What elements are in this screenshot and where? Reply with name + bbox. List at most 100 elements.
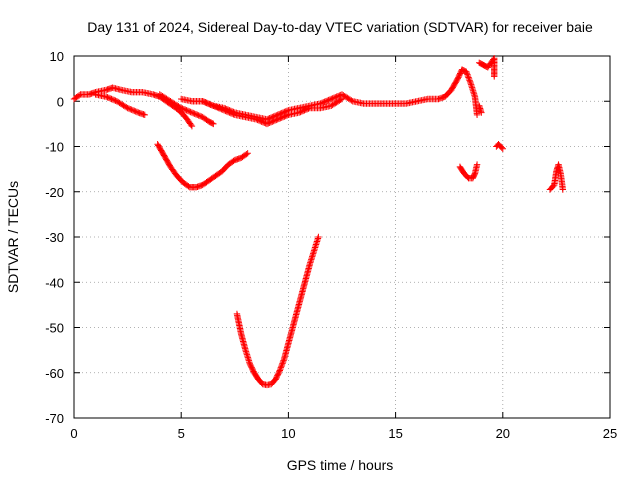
data-point xyxy=(283,112,291,119)
data-point xyxy=(491,73,498,80)
data-point xyxy=(75,92,83,99)
data-point xyxy=(218,105,225,113)
data-point xyxy=(207,101,214,108)
axis-ticks: 0 5 10 15 20 25 10 0 -10 -20 -30 -40 -50 -60 -70 xyxy=(45,49,617,441)
data-point xyxy=(187,108,194,116)
series-track-h xyxy=(441,66,481,119)
data-point xyxy=(187,121,195,129)
data-point xyxy=(243,150,250,158)
y-tick-label: -10 xyxy=(45,140,64,155)
data-point xyxy=(125,105,133,112)
data-point xyxy=(194,111,201,119)
data-point xyxy=(220,107,228,114)
data-point xyxy=(549,182,557,190)
data-point xyxy=(270,117,277,125)
series-track-b xyxy=(92,91,148,119)
data-point xyxy=(258,118,265,125)
data-point xyxy=(466,78,474,85)
data-point xyxy=(274,116,281,123)
data-point xyxy=(176,103,184,111)
data-point xyxy=(281,113,288,120)
data-point xyxy=(215,104,222,112)
y-tick-label: -60 xyxy=(45,366,64,381)
data-point xyxy=(123,103,130,111)
data-point xyxy=(278,114,285,121)
data-point xyxy=(254,116,261,124)
data-point xyxy=(129,107,137,114)
data-point xyxy=(199,98,206,105)
data-point xyxy=(277,115,284,122)
data-point xyxy=(182,106,189,113)
data-point xyxy=(253,116,260,123)
data-point xyxy=(188,122,196,130)
data-point xyxy=(208,102,216,109)
data-point xyxy=(295,109,303,116)
data-point xyxy=(131,107,138,115)
data-point xyxy=(209,120,216,127)
x-tick-label: 20 xyxy=(496,426,510,441)
data-point xyxy=(211,103,218,110)
data-point xyxy=(315,233,322,241)
data-point xyxy=(109,96,117,103)
data-point xyxy=(266,119,273,126)
data-point xyxy=(279,360,286,367)
x-tick-label: 25 xyxy=(603,426,617,441)
chart-title: Day 131 of 2024, Sidereal Day-to-day VTE… xyxy=(87,19,593,35)
data-point xyxy=(297,108,304,116)
data-point xyxy=(276,367,284,374)
data-point xyxy=(478,109,485,116)
data-point xyxy=(321,98,328,106)
x-tick-label: 5 xyxy=(178,426,185,441)
data-point xyxy=(464,71,471,78)
data-point xyxy=(324,97,331,104)
data-point xyxy=(302,106,310,113)
data-point xyxy=(230,111,237,118)
data-point xyxy=(329,95,336,102)
series-track-l xyxy=(546,161,567,193)
data-point xyxy=(271,117,279,124)
data-point xyxy=(333,93,340,100)
series-track-c xyxy=(156,91,217,128)
data-points xyxy=(70,55,567,389)
y-tick-label: -70 xyxy=(45,411,64,426)
series-track-g xyxy=(233,233,322,389)
data-point xyxy=(334,92,342,100)
data-point xyxy=(275,115,283,122)
data-point xyxy=(498,144,505,151)
series-track-f xyxy=(154,141,251,191)
data-point xyxy=(259,118,267,126)
data-point xyxy=(263,120,271,128)
x-tick-label: 0 xyxy=(70,426,77,441)
data-point xyxy=(276,368,283,375)
data-point xyxy=(212,103,220,111)
data-point xyxy=(328,95,335,103)
data-point xyxy=(206,100,213,108)
data-point xyxy=(471,171,478,178)
data-point xyxy=(255,117,263,124)
data-point xyxy=(203,99,210,107)
data-point xyxy=(128,106,135,113)
data-point xyxy=(261,119,268,126)
data-point xyxy=(465,74,472,81)
data-point xyxy=(278,363,285,370)
data-point xyxy=(102,93,110,100)
data-point xyxy=(192,111,200,118)
data-point xyxy=(325,96,332,104)
data-point xyxy=(338,95,346,103)
data-point xyxy=(179,105,186,112)
data-point xyxy=(223,108,230,115)
data-point xyxy=(466,77,473,84)
y-tick-label: 10 xyxy=(50,49,64,64)
data-point xyxy=(559,186,567,193)
data-point xyxy=(330,94,338,102)
data-point xyxy=(244,150,251,157)
data-point xyxy=(463,68,470,76)
data-point xyxy=(210,102,217,109)
data-point xyxy=(322,98,330,105)
data-point xyxy=(222,107,229,115)
data-point xyxy=(210,120,217,128)
data-point xyxy=(112,97,119,104)
data-point xyxy=(124,104,131,112)
data-point xyxy=(463,70,471,77)
data-point xyxy=(277,364,285,371)
